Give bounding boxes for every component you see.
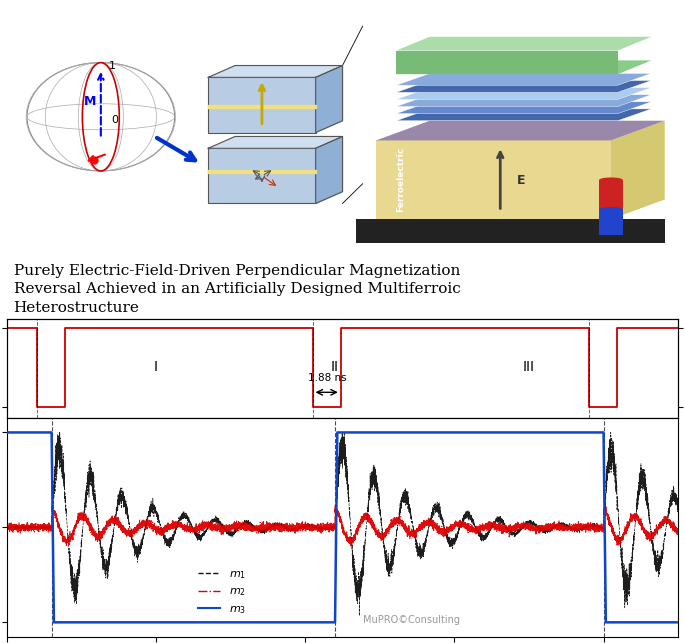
Ellipse shape — [27, 62, 175, 171]
$m_1$ — [356, 612, 364, 620]
$m_2$ — [182, 526, 190, 534]
Polygon shape — [208, 136, 342, 149]
$m_2$ — [41, 522, 49, 530]
$m_2$ — [423, 518, 432, 525]
Polygon shape — [396, 80, 651, 93]
Line: $m_1$: $m_1$ — [7, 433, 678, 616]
$m_1$ — [182, 511, 190, 518]
Text: 0: 0 — [111, 114, 118, 125]
Line: $m_2$: $m_2$ — [7, 505, 678, 546]
Polygon shape — [599, 180, 623, 210]
Text: Purely Electric-Field-Driven Perpendicular Magnetization
Reversal Achieved in an: Purely Electric-Field-Driven Perpendicul… — [14, 264, 460, 314]
$m_2$ — [48, 501, 56, 509]
FancyBboxPatch shape — [208, 77, 316, 132]
$m_3$ — [413, 429, 421, 437]
$m_1$ — [663, 518, 671, 525]
$m_2$ — [414, 527, 422, 535]
Text: MuPRO©Consulting: MuPRO©Consulting — [362, 615, 460, 625]
Polygon shape — [376, 140, 611, 219]
Polygon shape — [208, 66, 342, 77]
$m_3$ — [41, 429, 49, 437]
Line: $m_3$: $m_3$ — [7, 433, 678, 622]
FancyBboxPatch shape — [208, 149, 316, 203]
Ellipse shape — [599, 177, 623, 182]
$m_2$ — [674, 529, 682, 537]
$m_3$ — [674, 619, 682, 626]
$m_2$ — [3, 524, 11, 532]
$m_1$ — [414, 548, 422, 556]
Polygon shape — [611, 121, 664, 219]
$m_1$ — [674, 502, 682, 510]
$m_2$ — [663, 512, 671, 520]
$m_1$ — [41, 523, 49, 531]
$m_1$ — [55, 429, 64, 437]
Text: 1.88 ns: 1.88 ns — [308, 373, 347, 383]
$m_3$ — [50, 619, 58, 626]
Text: II: II — [331, 359, 339, 374]
Text: M: M — [84, 95, 97, 108]
$m_1$ — [3, 523, 11, 531]
$m_3$ — [533, 429, 541, 437]
Polygon shape — [396, 102, 651, 114]
$m_2$ — [533, 525, 541, 532]
Polygon shape — [599, 210, 623, 235]
Polygon shape — [356, 219, 664, 243]
$m_3$ — [663, 619, 671, 626]
Text: III: III — [523, 359, 535, 374]
Text: Ferroelectric: Ferroelectric — [396, 147, 406, 212]
$m_2$ — [347, 542, 355, 550]
$m_3$ — [423, 429, 432, 437]
Polygon shape — [396, 87, 651, 100]
Text: E: E — [517, 174, 525, 186]
Polygon shape — [396, 73, 651, 86]
$m_3$ — [182, 619, 190, 626]
Polygon shape — [396, 95, 651, 107]
Polygon shape — [316, 136, 342, 203]
Legend: $m_1$, $m_2$, $m_3$: $m_1$, $m_2$, $m_3$ — [194, 565, 251, 620]
Ellipse shape — [599, 207, 623, 212]
Polygon shape — [396, 60, 651, 74]
Polygon shape — [316, 66, 342, 132]
Polygon shape — [396, 109, 651, 121]
Text: 1: 1 — [109, 61, 116, 71]
$m_1$ — [423, 530, 432, 538]
Polygon shape — [396, 51, 618, 74]
$m_3$ — [3, 429, 11, 437]
Text: I: I — [154, 359, 158, 374]
Polygon shape — [376, 121, 664, 140]
$m_1$ — [533, 522, 541, 530]
Polygon shape — [396, 37, 651, 51]
